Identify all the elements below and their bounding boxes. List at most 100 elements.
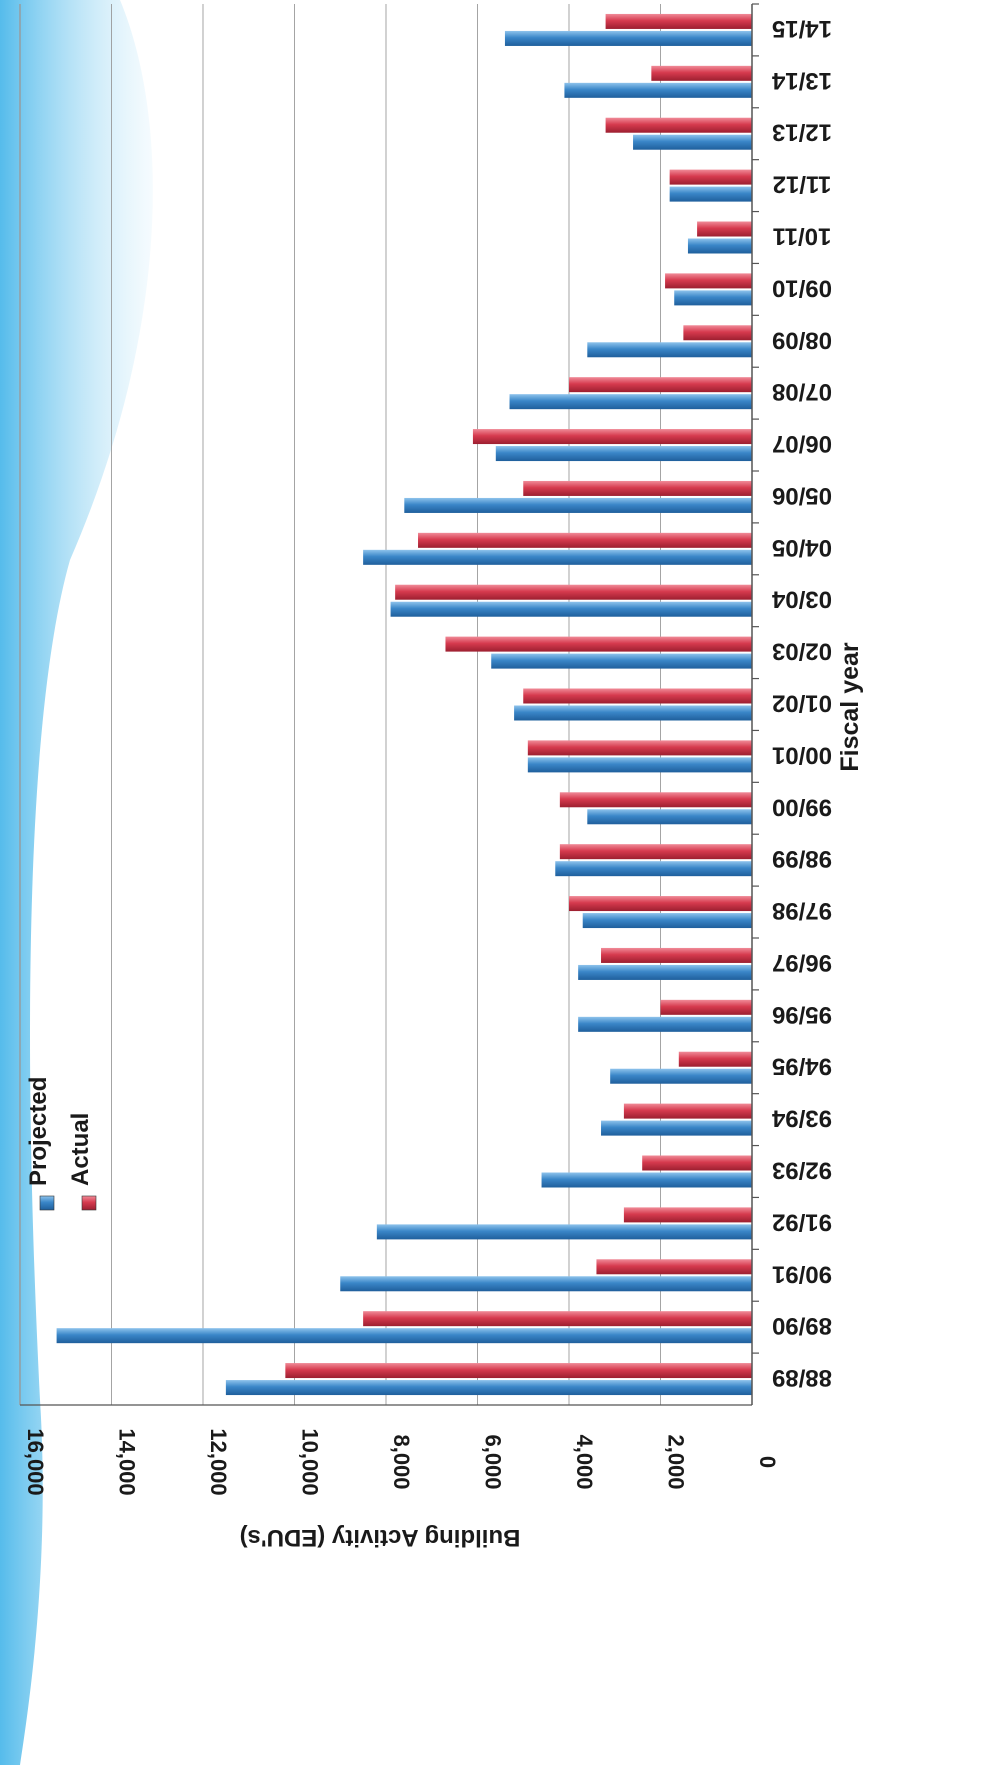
legend-label: Projected <box>25 1077 52 1186</box>
bar-projected <box>541 1172 752 1188</box>
category-tick-label: 13/14 <box>771 67 832 94</box>
category-tick-label: 03/04 <box>771 586 832 613</box>
axes <box>20 3 759 1406</box>
bar-projected <box>633 134 752 150</box>
category-tick-label: 98/99 <box>772 845 832 872</box>
bar-actual <box>523 688 752 704</box>
bar-projected <box>340 1276 752 1292</box>
category-tick-label: 12/13 <box>772 119 832 146</box>
value-tick-label: 10,000 <box>298 1428 323 1495</box>
category-tick-label: 88/89 <box>772 1364 832 1391</box>
legend-label: Actual <box>67 1113 94 1186</box>
bar-actual <box>660 999 752 1015</box>
bar-projected <box>610 1068 752 1084</box>
category-tick-label: 14/15 <box>772 15 832 42</box>
category-tick-label: 04/05 <box>772 534 832 561</box>
category-tick-label: 07/08 <box>772 378 832 405</box>
bar-actual <box>569 896 752 912</box>
legend: Projected Actual <box>25 1077 97 1211</box>
bar-actual <box>623 1103 752 1119</box>
x-axis-title: Fiscal year <box>836 642 864 772</box>
bar-projected <box>376 1224 752 1240</box>
bar-actual <box>623 1207 752 1223</box>
bar-actual <box>445 636 752 652</box>
gridlines <box>19 4 661 1405</box>
labels: 0 2,000 4,000 6,000 8,000 10,000 12,000 14,000 1… <box>23 15 864 1551</box>
value-tick-label: 12,000 <box>206 1428 231 1495</box>
bar-projected <box>674 290 752 306</box>
category-tick-label: 94/95 <box>772 1053 832 1080</box>
bar-actual <box>523 480 752 496</box>
bar-actual <box>363 1311 752 1327</box>
category-tick-label: 96/97 <box>772 949 832 976</box>
bar-actual <box>527 740 752 756</box>
bar-projected <box>404 497 752 513</box>
category-tick-label: 89/90 <box>772 1312 832 1339</box>
bar-projected <box>504 30 752 46</box>
value-tick-label: 6,000 <box>481 1434 506 1489</box>
category-tick-label: 92/93 <box>772 1157 832 1184</box>
bar-projected <box>390 601 752 617</box>
bar-projected <box>582 913 752 929</box>
bar-actual <box>601 947 752 963</box>
decorative-swoosh <box>0 0 153 1765</box>
bar-projected <box>363 549 752 565</box>
bar-projected <box>564 82 752 98</box>
category-tick-label: 06/07 <box>772 430 832 457</box>
bar-actual <box>642 1155 752 1171</box>
bar-projected <box>587 809 752 825</box>
category-tick-label: 10/11 <box>773 223 832 250</box>
y-axis-title: Building Activity (EDU's) <box>240 1524 521 1551</box>
bar-projected <box>669 186 752 202</box>
category-tick-label: 11/12 <box>773 171 832 198</box>
bar-projected <box>56 1328 753 1344</box>
bar-projected <box>555 861 752 877</box>
value-tick-label: 2,000 <box>664 1434 689 1489</box>
category-tick-label: 91/92 <box>772 1208 832 1235</box>
bar-projected <box>514 705 752 721</box>
bar-actual <box>569 377 752 393</box>
bar-actual <box>669 169 752 185</box>
category-tick-label: 00/01 <box>772 741 832 768</box>
category-tick-label: 09/10 <box>772 274 832 301</box>
bar-actual <box>559 792 752 808</box>
value-tick-label: 0 <box>755 1456 780 1468</box>
category-tick-label: 05/06 <box>772 482 832 509</box>
bar-projected <box>509 394 752 410</box>
legend-swatch <box>81 1195 97 1211</box>
bar-projected <box>578 964 752 980</box>
category-tick-label: 99/00 <box>772 793 832 820</box>
value-tick-label: 16,000 <box>23 1428 48 1495</box>
bar-actual <box>472 429 752 445</box>
value-tick-label: 4,000 <box>572 1434 597 1489</box>
category-tick-label: 95/96 <box>772 1001 832 1028</box>
category-tick-label: 01/02 <box>772 690 832 717</box>
bar-projected <box>225 1380 752 1396</box>
bar-actual <box>285 1363 752 1379</box>
bar-actual <box>651 65 752 81</box>
bar-actual <box>605 13 752 29</box>
category-tick-label: 93/94 <box>771 1105 832 1132</box>
bar-projected <box>578 1016 752 1032</box>
bar-projected <box>601 1120 752 1136</box>
bar-projected <box>527 757 752 773</box>
bar-actual <box>678 1051 752 1067</box>
bar-actual <box>559 844 752 860</box>
bars <box>56 13 753 1396</box>
category-tick-label: 90/91 <box>772 1260 832 1287</box>
bar-projected <box>491 653 752 669</box>
bar-projected <box>687 238 752 254</box>
legend-swatch <box>39 1195 55 1211</box>
bar-actual <box>395 584 752 600</box>
category-tick-label: 02/03 <box>772 638 832 665</box>
category-tick-label: 97/98 <box>772 897 832 924</box>
bar-actual <box>697 221 752 237</box>
bar-actual <box>665 273 752 289</box>
value-tick-label: 8,000 <box>389 1434 414 1489</box>
bar-actual <box>683 325 752 341</box>
value-tick-label: 14,000 <box>115 1428 140 1495</box>
category-tick-label: 08/09 <box>772 326 832 353</box>
bar-actual <box>596 1259 752 1275</box>
